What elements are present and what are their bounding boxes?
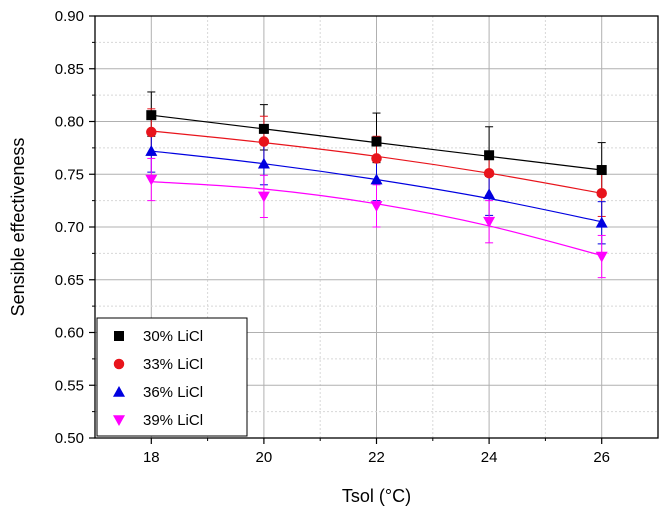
legend-item: 33% LiCl xyxy=(113,356,203,373)
data-markers xyxy=(145,110,608,263)
x-tick-label: 24 xyxy=(481,449,498,466)
data-point-series-4 xyxy=(145,174,158,186)
legend-marker xyxy=(113,386,125,397)
legend: 30% LiCl 33% LiCl 36% LiCl 39% LiCl xyxy=(96,317,248,437)
x-tick-label: 18 xyxy=(143,449,160,466)
x-tick-label: 26 xyxy=(593,449,610,466)
data-point-series-4 xyxy=(483,216,496,228)
x-tick-label: 22 xyxy=(368,449,385,466)
legend-item: 36% LiCl xyxy=(113,384,203,401)
x-axis-title: Tsol (°C) xyxy=(342,486,411,506)
y-tick-label: 0.65 xyxy=(55,272,84,289)
y-tick-label: 0.70 xyxy=(55,219,84,236)
y-tick-label: 0.80 xyxy=(55,114,84,131)
y-tick-label: 0.55 xyxy=(55,377,84,394)
data-point-series-2 xyxy=(483,167,495,179)
data-point-series-3 xyxy=(595,216,608,228)
legend-item: 30% LiCl xyxy=(114,328,203,345)
data-point-series-4 xyxy=(370,201,383,212)
legend-item: 39% LiCl xyxy=(113,412,203,429)
y-tick-label: 0.50 xyxy=(55,430,84,447)
data-point-series-2 xyxy=(596,187,607,199)
data-point-series-1 xyxy=(371,136,382,147)
data-point-series-1 xyxy=(484,150,495,161)
legend-marker xyxy=(114,331,124,341)
data-point-series-1 xyxy=(596,165,607,176)
data-point-series-3 xyxy=(370,173,383,185)
axis-ticks xyxy=(89,15,603,444)
data-point-series-3 xyxy=(483,188,496,200)
legend-label: 30% LiCl xyxy=(143,328,203,345)
legend-marker xyxy=(113,415,125,426)
y-tick-label: 0.75 xyxy=(55,166,84,183)
data-point-series-2 xyxy=(371,153,382,164)
y-tick-label: 0.60 xyxy=(55,325,84,342)
legend-marker xyxy=(113,358,125,370)
data-point-series-4 xyxy=(257,191,270,203)
y-tick-label: 0.90 xyxy=(55,8,84,25)
data-point-series-4 xyxy=(595,251,608,263)
data-point-series-3 xyxy=(145,145,158,156)
tick-labels: 18 20 22 24 26 0.50 0.55 0.60 0.65 0.70 0.75 0.80 0.… xyxy=(55,8,610,466)
y-tick-label: 0.85 xyxy=(55,61,84,78)
data-point-series-2 xyxy=(258,136,270,147)
data-point-series-1 xyxy=(146,110,157,121)
y-axis-title: Sensible effectiveness xyxy=(8,138,28,317)
legend-label: 39% LiCl xyxy=(143,412,203,429)
data-point-series-3 xyxy=(257,157,270,169)
legend-label: 36% LiCl xyxy=(143,384,203,401)
data-point-series-1 xyxy=(258,123,269,134)
data-point-series-2 xyxy=(146,126,157,138)
x-tick-label: 20 xyxy=(256,449,273,466)
legend-label: 33% LiCl xyxy=(143,356,203,373)
